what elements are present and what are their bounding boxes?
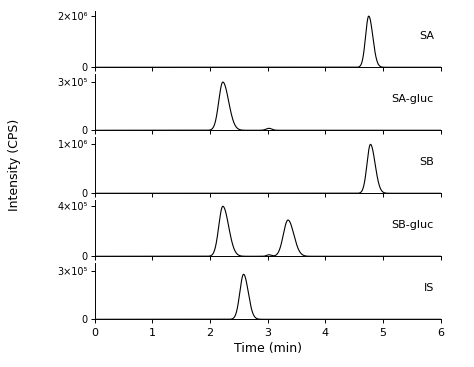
Text: SB: SB [419, 157, 434, 167]
Text: IS: IS [424, 283, 434, 293]
Text: SA: SA [419, 31, 434, 41]
Text: Intensity (CPS): Intensity (CPS) [8, 119, 21, 211]
X-axis label: Time (min): Time (min) [234, 342, 302, 356]
Text: SB-gluc: SB-gluc [392, 220, 434, 230]
Text: SA-gluc: SA-gluc [392, 94, 434, 104]
